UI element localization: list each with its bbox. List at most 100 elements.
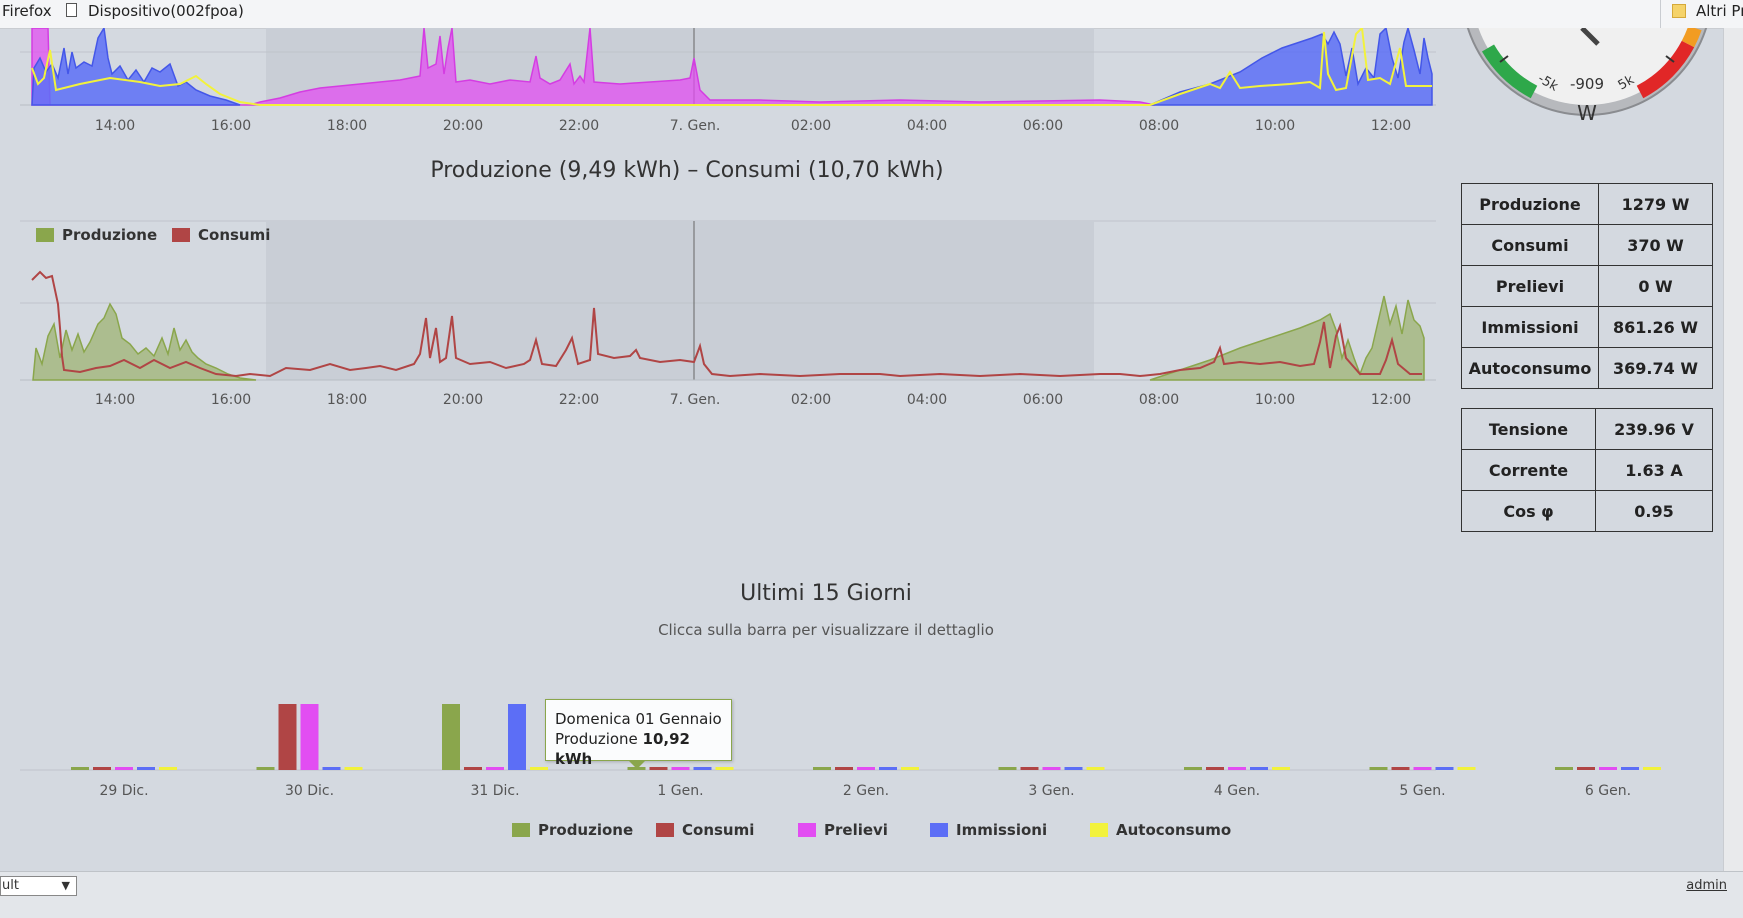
bar-immissioni[interactable] — [1064, 767, 1083, 770]
bar-autoconsumo[interactable] — [715, 767, 734, 770]
x-tick-label: 7. Gen. — [670, 392, 721, 408]
bar-autoconsumo[interactable] — [344, 767, 363, 770]
gauge-tick — [1499, 55, 1509, 63]
legend-swatch-produzione[interactable] — [512, 823, 530, 837]
legend-swatch-consumi[interactable] — [656, 823, 674, 837]
bar-immissioni[interactable] — [322, 767, 341, 770]
bar-prelievi[interactable] — [1228, 767, 1246, 770]
browser-app-name[interactable]: Firefox — [2, 2, 52, 20]
legend-label-prelievi[interactable]: Prelievi — [824, 821, 888, 839]
bar-consumi[interactable] — [464, 767, 482, 770]
bar-produzione[interactable] — [256, 767, 275, 770]
bar-consumi[interactable] — [1020, 767, 1039, 770]
table-row: Corrente 1.63 A — [1461, 449, 1713, 491]
daily-legend: Produzione Consumi Prelievi Immissioni Autoc… — [512, 821, 1231, 839]
bar-produzione[interactable] — [813, 767, 831, 770]
consumi-line — [31, 270, 1422, 378]
table-row: Prelievi 0 W — [1461, 265, 1713, 307]
bar-consumi[interactable] — [835, 767, 853, 770]
admin-link[interactable]: admin — [1686, 878, 1727, 893]
x-tick-label: 7. Gen. — [670, 118, 721, 134]
table-label: Consumi — [1461, 224, 1599, 266]
folder-icon[interactable] — [1672, 4, 1686, 18]
bar-immissioni[interactable] — [137, 767, 155, 770]
legend-label-produzione[interactable]: Produzione — [538, 821, 633, 839]
x-tick-label: 29 Dic. — [99, 783, 148, 799]
bar-prelievi[interactable] — [1599, 767, 1617, 770]
vertical-scrollbar[interactable] — [1723, 28, 1743, 871]
bar-prelievi[interactable] — [671, 767, 690, 770]
table-label: Tensione — [1461, 408, 1596, 450]
bar-immissioni[interactable] — [1621, 767, 1639, 770]
table-value: 861.26 W — [1598, 306, 1713, 348]
daily-chart: Ultimi 15 Giorni Clicca sulla barra per … — [20, 581, 1661, 839]
bar-prelievi[interactable] — [115, 767, 133, 770]
legend-label-immissioni[interactable]: Immissioni — [956, 821, 1047, 839]
x-tick-label: 10:00 — [1255, 118, 1295, 134]
immissioni-area-right — [1149, 28, 1433, 106]
bar-immissioni[interactable] — [508, 704, 526, 770]
grid-table: Tensione 239.96 V Corrente 1.63 A Cos φ … — [1461, 408, 1713, 532]
table-row: Cos φ 0.95 — [1461, 490, 1713, 532]
bar-immissioni[interactable] — [1435, 767, 1454, 770]
x-tick-label: 20:00 — [443, 118, 483, 134]
bar-autoconsumo[interactable] — [1272, 767, 1290, 770]
bar-consumi[interactable] — [1206, 767, 1224, 770]
bar-produzione[interactable] — [1555, 767, 1573, 770]
bar-prelievi[interactable] — [857, 767, 875, 770]
bar-prelievi[interactable] — [486, 767, 504, 770]
tooltip-value: 10,92 kWh — [555, 730, 690, 768]
x-tick-label: 1 Gen. — [657, 783, 703, 799]
bar-autoconsumo[interactable] — [901, 767, 919, 770]
gauge-value: -909 — [1570, 75, 1604, 93]
bar-immissioni[interactable] — [693, 767, 712, 770]
table-row: Immissioni 861.26 W — [1461, 306, 1713, 348]
bar-produzione[interactable] — [998, 767, 1017, 770]
bar-prelievi[interactable] — [300, 704, 319, 770]
bar-autoconsumo[interactable] — [1086, 767, 1105, 770]
x-tick-label: 02:00 — [791, 118, 831, 134]
legend-swatch-immissioni[interactable] — [930, 823, 948, 837]
legend-label-produzione[interactable]: Produzione — [62, 226, 157, 244]
tooltip-date: Domenica 01 Gennaio — [555, 710, 722, 728]
bar-produzione[interactable] — [1369, 767, 1388, 770]
x-tick-label: 22:00 — [559, 118, 599, 134]
bar-immissioni[interactable] — [1250, 767, 1268, 770]
x-tick-label: 6 Gen. — [1585, 783, 1631, 799]
bar-consumi[interactable] — [93, 767, 111, 770]
bar-produzione[interactable] — [442, 704, 460, 770]
legend-label-consumi[interactable]: Consumi — [198, 226, 270, 244]
bookmarks-folder-label[interactable]: Altri Pr — [1696, 2, 1743, 20]
table-value: 1279 W — [1598, 183, 1713, 225]
bar-consumi[interactable] — [1577, 767, 1595, 770]
legend-swatch-consumi[interactable] — [172, 228, 190, 242]
daily-chart-title: Ultimi 15 Giorni — [740, 581, 912, 606]
legend-label-autoconsumo[interactable]: Autoconsumo — [1116, 821, 1231, 839]
bar-prelievi[interactable] — [1042, 767, 1061, 770]
bar-autoconsumo[interactable] — [159, 767, 177, 770]
bar-immissioni[interactable] — [879, 767, 897, 770]
bar-prelievi[interactable] — [1413, 767, 1432, 770]
legend-label-consumi[interactable]: Consumi — [682, 821, 754, 839]
bar-consumi[interactable] — [1391, 767, 1410, 770]
table-label: Cos φ — [1461, 490, 1596, 532]
browser-tab-title[interactable]: Dispositivo(002fpoa) — [88, 2, 244, 20]
legend-swatch-prelievi[interactable] — [798, 823, 816, 837]
power-x-ticks: 14:00 16:00 18:00 20:00 22:00 7. Gen. 02… — [95, 118, 1411, 134]
bar-autoconsumo[interactable] — [530, 767, 548, 770]
bar-autoconsumo[interactable] — [1643, 767, 1661, 770]
table-row: Consumi 370 W — [1461, 224, 1713, 266]
bar-tooltip: Domenica 01 Gennaio Produzione 10,92 kWh — [545, 699, 732, 768]
legend-swatch-produzione[interactable] — [36, 228, 54, 242]
bar-produzione[interactable] — [1184, 767, 1202, 770]
table-label: Prelievi — [1461, 265, 1599, 307]
bar-autoconsumo[interactable] — [1457, 767, 1476, 770]
bar-consumi[interactable] — [649, 767, 668, 770]
legend-swatch-autoconsumo[interactable] — [1090, 823, 1108, 837]
view-select[interactable]: ult ▼ — [0, 876, 77, 896]
browser-toolbar: Firefox Dispositivo(002fpoa) Altri Pr — [0, 0, 1743, 29]
x-tick-label: 14:00 — [95, 118, 135, 134]
gauge-tick — [1665, 55, 1675, 63]
bar-consumi[interactable] — [278, 704, 297, 770]
bar-produzione[interactable] — [71, 767, 89, 770]
